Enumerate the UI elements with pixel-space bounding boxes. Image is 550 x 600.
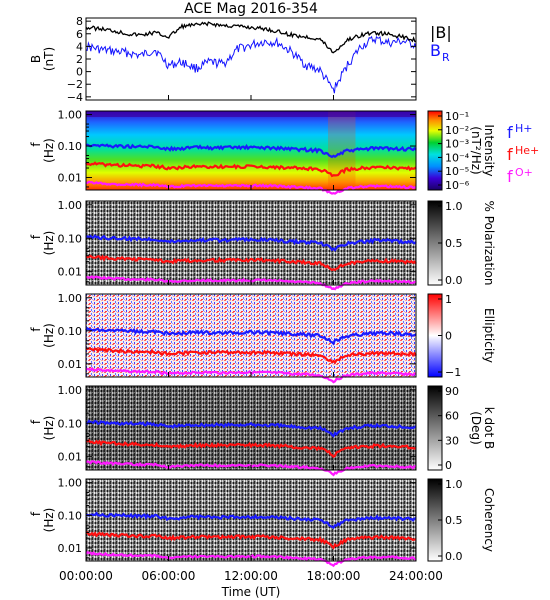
freq-ytick-label: 0.10 <box>58 509 83 522</box>
colorbar-tick-label: 10⁻⁵ <box>445 165 469 178</box>
series-fh-line <box>85 234 417 252</box>
colorbar-tick-label: 30 <box>445 434 459 447</box>
series-br-line <box>85 35 417 94</box>
freq-ytick-label: 1.00 <box>58 384 83 397</box>
freq-ytick-label: 0.10 <box>58 325 83 338</box>
colorbar-tick-label: 10⁻³ <box>445 138 469 151</box>
panel-mag-bg <box>86 18 416 100</box>
freq-yunit: (Hz) <box>42 231 56 256</box>
x-tick-label: 00:00:00 <box>59 569 113 583</box>
mag-ytick-label: 0 <box>76 66 83 79</box>
colorbar-tick-label: 0 <box>445 459 452 472</box>
mag-ytick-label: 4 <box>76 40 83 53</box>
legend-b-r: B <box>430 41 441 60</box>
colorbar-tick-label: 90 <box>445 385 459 398</box>
series-fh-line <box>85 419 417 438</box>
colorbar-unit: (nT²/Hz) <box>469 126 483 174</box>
mag-ylabel: B <box>29 55 43 63</box>
colorbar-tick-label: 60 <box>445 410 459 423</box>
spectrogram-intensity <box>86 111 416 190</box>
colorbar-tick-label: 0.5 <box>445 514 463 527</box>
legend-gyro-He+: f <box>507 145 513 164</box>
series-fhe-line <box>85 254 417 272</box>
legend-b-total: |B| <box>430 23 452 42</box>
series-b-total-line <box>85 21 417 54</box>
colorbar-kdotb <box>427 385 443 471</box>
freq-ytick-label: 1.00 <box>58 109 83 122</box>
spectrogram-top-band <box>86 111 416 117</box>
legend-b-r-sub: R <box>442 51 450 64</box>
freq-ytick-label: 1.00 <box>58 292 83 305</box>
colorbar-unit: (Deg) <box>469 411 483 445</box>
mag-ytick-label: −4 <box>67 91 83 104</box>
colorbar-tick-label: 1 <box>445 293 452 306</box>
freq-ylabel: f <box>29 419 43 424</box>
freq-ytick-label: 1.00 <box>58 477 83 490</box>
freq-ytick-label: 0.10 <box>58 417 83 430</box>
colorbar-tick-label: 1.0 <box>445 478 463 491</box>
freq-ylabel: f <box>29 511 43 516</box>
colorbar-tick-label: 10⁻⁴ <box>445 151 470 164</box>
freq-ytick-label: 0.10 <box>58 232 83 245</box>
colorbar-tick-label: 0 <box>445 330 452 343</box>
freq-yunit: (Hz) <box>42 323 56 348</box>
mag-ytick-label: 2 <box>76 53 83 66</box>
mag-ytick-label: −2 <box>67 78 83 91</box>
colorbar-tick-label: 1.0 <box>445 200 463 213</box>
legend-gyro-sub: O+ <box>515 166 533 179</box>
freq-ylabel: f <box>29 234 43 239</box>
colorbar-intensity <box>427 110 443 191</box>
series-fh-line <box>85 143 417 159</box>
legend-gyro-sub: He+ <box>515 144 539 157</box>
series-fh-line <box>85 511 417 530</box>
freq-yunit: (Hz) <box>42 138 56 163</box>
spectrogram-kdotb <box>86 386 416 470</box>
spectrogram-polarization <box>86 201 416 285</box>
series-fhe-line <box>85 347 417 365</box>
colorbar-title: % Polarization <box>482 201 496 286</box>
x-axis-label: Time (UT) <box>221 585 281 599</box>
freq-ytick-label: 0.01 <box>58 266 83 279</box>
colorbar-tick-label: 0.0 <box>445 274 463 287</box>
freq-ytick-label: 0.01 <box>58 542 83 555</box>
freq-ytick-label: 0.01 <box>58 451 83 464</box>
legend-gyro-H+: f <box>507 123 513 142</box>
freq-yunit: (Hz) <box>42 416 56 441</box>
x-tick-label: 06:00:00 <box>142 569 196 583</box>
colorbar-tick-label: 0.0 <box>445 550 463 563</box>
freq-ylabel: f <box>29 142 43 147</box>
colorbar-tick-label: 10⁻¹ <box>445 110 469 123</box>
spectrogram-coherency <box>86 479 416 561</box>
freq-ytick-label: 1.00 <box>58 199 83 212</box>
freq-yunit: (Hz) <box>42 508 56 533</box>
colorbar-title: k dot B <box>482 407 496 449</box>
series-fhe-line <box>85 531 417 550</box>
legend-gyro-O+: f <box>507 167 513 186</box>
series-fhe-line <box>85 161 417 178</box>
colorbar-tick-label: −1 <box>445 366 461 379</box>
freq-ytick-label: 0.01 <box>58 171 83 184</box>
mag-ytick-label: 6 <box>76 28 83 41</box>
chart-title: ACE Mag 2016-354 <box>184 1 318 17</box>
x-tick-label: 12:00:00 <box>224 569 278 583</box>
colorbar-title: Coherency <box>482 488 496 552</box>
x-tick-label: 24:00:00 <box>389 569 443 583</box>
series-fhe-line <box>85 439 417 459</box>
colorbar-title: Ellipticity <box>482 308 496 363</box>
mag-yunit: (nT) <box>42 47 56 71</box>
mag-ytick-label: 8 <box>76 15 83 28</box>
spectrogram-ellipticity <box>86 294 416 377</box>
freq-ytick-label: 0.10 <box>58 140 83 153</box>
x-tick-label: 18:00:00 <box>307 569 361 583</box>
series-fh-line <box>85 326 417 346</box>
colorbar-title: Intensity <box>482 124 496 176</box>
freq-ylabel: f <box>29 327 43 332</box>
colorbar-tick-label: 10⁻² <box>445 124 469 137</box>
legend-gyro-sub: H+ <box>515 122 533 135</box>
colorbar-tick-label: 10⁻⁶ <box>445 179 470 192</box>
freq-ytick-label: 0.01 <box>58 358 83 371</box>
colorbar-tick-label: 0.5 <box>445 237 463 250</box>
